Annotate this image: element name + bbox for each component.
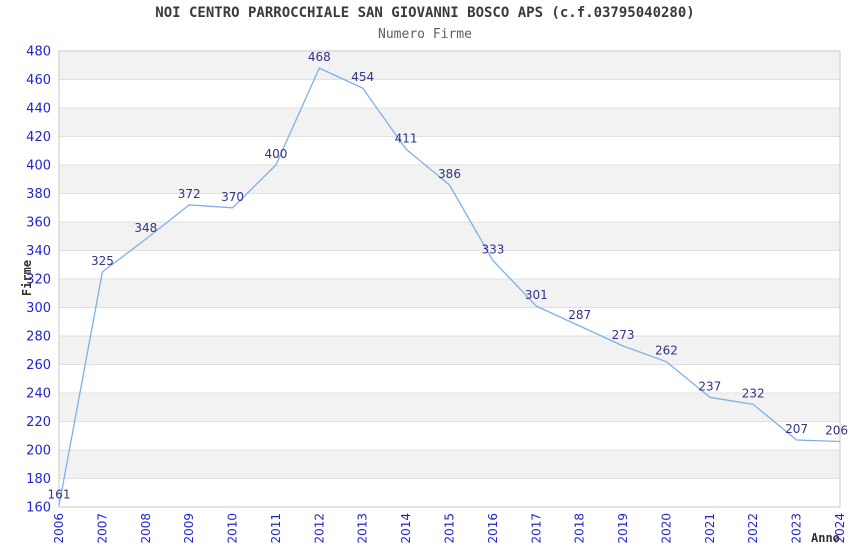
y-tick-label: 420 <box>26 130 51 145</box>
x-axis-title: Anno <box>811 531 840 545</box>
data-label: 386 <box>438 167 461 181</box>
x-axis-ticks: 2006 2007 2008 2009 2010 2011 2012 2013 2014 2015… <box>52 513 847 544</box>
y-tick-label: 280 <box>26 330 51 345</box>
y-tick-label: 460 <box>26 73 51 88</box>
y-tick-label: 380 <box>26 187 51 202</box>
x-tick-label: 2006 <box>52 513 66 544</box>
x-tick-label: 2015 <box>443 513 457 544</box>
y-tick-label: 400 <box>26 159 51 174</box>
x-tick-label: 2013 <box>356 513 370 544</box>
y-tick-label: 260 <box>26 358 51 373</box>
data-label: 411 <box>395 131 418 145</box>
data-label: 232 <box>742 386 765 400</box>
x-tick-label: 2011 <box>269 513 283 544</box>
x-tick-label: 2022 <box>746 513 760 544</box>
plot-border <box>58 50 841 508</box>
data-label: 325 <box>91 254 114 268</box>
data-labels: 161 325 348 372 370 400 468 454 411 386 333 301 287 2… <box>48 50 848 502</box>
y-tick-label: 240 <box>26 387 51 402</box>
x-tick-label: 2016 <box>486 513 500 544</box>
x-tick-label: 2008 <box>139 513 153 544</box>
data-label: 454 <box>351 70 374 84</box>
y-axis-ticks: 160 180 200 220 240 260 280 300 320 340 360 380 400 4… <box>26 45 51 516</box>
data-label: 237 <box>698 379 721 393</box>
chart-subtitle: Numero Firme <box>378 27 472 42</box>
y-axis-title: Firme <box>20 259 34 297</box>
y-tick-label: 220 <box>26 415 51 430</box>
y-tick-label: 200 <box>26 444 51 459</box>
x-tick-label: 2019 <box>616 513 630 544</box>
series-line <box>58 67 841 506</box>
data-label: 370 <box>221 190 244 204</box>
data-label: 372 <box>178 187 201 201</box>
y-tick-label: 180 <box>26 472 51 487</box>
data-label: 348 <box>134 221 157 235</box>
x-tick-label: 2010 <box>226 513 240 544</box>
data-label: 301 <box>525 288 548 302</box>
x-tick-label: 2018 <box>573 513 587 544</box>
y-tick-label: 300 <box>26 301 51 316</box>
plot-bands <box>59 51 840 507</box>
chart-title: NOI CENTRO PARROCCHIALE SAN GIOVANNI BOS… <box>155 5 695 21</box>
x-tick-label: 2017 <box>529 513 543 544</box>
y-tick-label: 340 <box>26 244 51 259</box>
data-label: 333 <box>481 243 504 257</box>
data-label: 161 <box>48 488 71 502</box>
y-tick-label: 160 <box>26 501 51 516</box>
data-label: 207 <box>785 422 808 436</box>
x-tick-label: 2021 <box>703 513 717 544</box>
x-tick-label: 2014 <box>399 513 413 544</box>
x-tick-label: 2023 <box>790 513 804 544</box>
data-label: 206 <box>825 424 848 438</box>
y-tick-label: 360 <box>26 216 51 231</box>
x-tick-label: 2007 <box>95 513 109 544</box>
y-tick-label: 480 <box>26 45 51 60</box>
x-tick-label: 2020 <box>659 513 673 544</box>
data-label: 287 <box>568 308 591 322</box>
x-tick-label: 2012 <box>312 513 326 544</box>
data-label: 262 <box>655 344 678 358</box>
y-tick-label: 440 <box>26 102 51 117</box>
data-label: 468 <box>308 50 331 64</box>
x-tick-label: 2024 <box>833 513 847 544</box>
data-label: 400 <box>264 147 287 161</box>
data-label: 273 <box>612 328 635 342</box>
x-tick-label: 2009 <box>182 513 196 544</box>
y-tick-label: 320 <box>26 273 51 288</box>
